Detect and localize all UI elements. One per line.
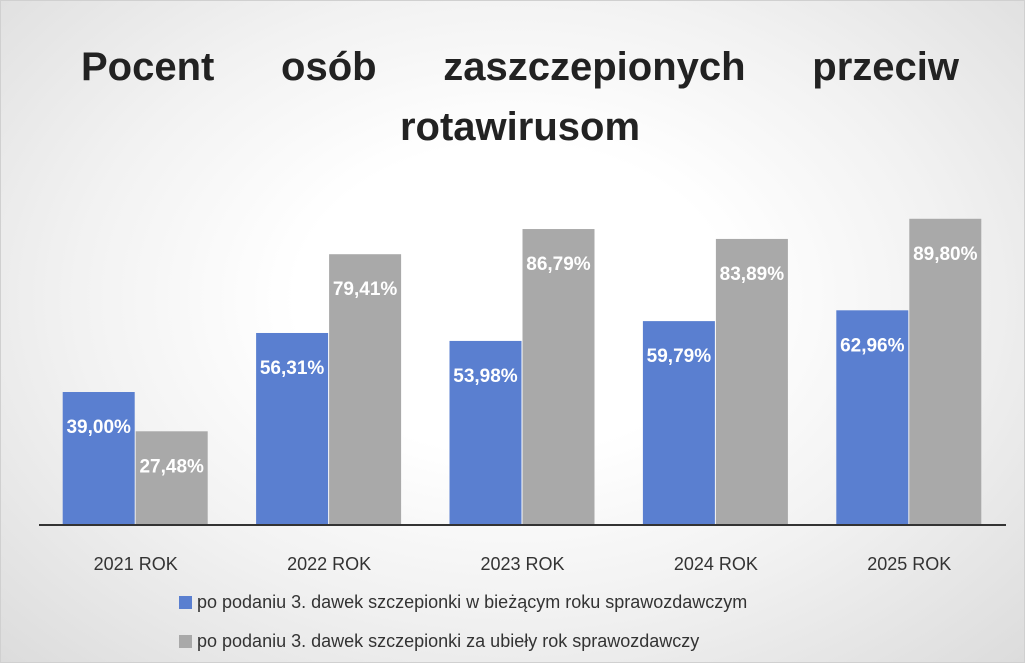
x-tick-label: 2025 ROK [867,554,951,574]
data-label: 53,98% [453,366,518,387]
data-label: 79,41% [333,279,398,300]
x-tick-label: 2022 ROK [287,554,371,574]
bar [836,310,909,525]
bar [642,321,715,525]
legend-swatch [179,635,192,648]
data-label: 89,80% [913,244,978,265]
bar [449,340,522,525]
legend-label: po podaniu 3. dawek szczepionki w bieżąc… [197,592,747,612]
data-label: 86,79% [526,254,591,275]
data-label: 27,48% [139,456,204,477]
legend-swatch [179,596,192,609]
bar [256,332,329,525]
bar [522,229,595,526]
bar [909,218,982,526]
bar [715,238,788,525]
data-label: 59,79% [647,346,712,367]
data-label: 39,00% [66,417,131,438]
x-tick-label: 2023 ROK [480,554,564,574]
chart-title: Pocent osób zaszczepionych przeciw rotaw… [81,45,959,149]
x-tick-label: 2021 ROK [94,554,178,574]
data-label: 83,89% [720,264,785,285]
x-tick-label: 2024 ROK [674,554,758,574]
legend-label: po podaniu 3. dawek szczepionki za ubiеł… [197,631,699,651]
bar [62,392,135,525]
data-label: 62,96% [840,335,905,356]
bar [135,431,208,525]
data-label: 56,31% [260,358,325,379]
bar [329,254,402,525]
